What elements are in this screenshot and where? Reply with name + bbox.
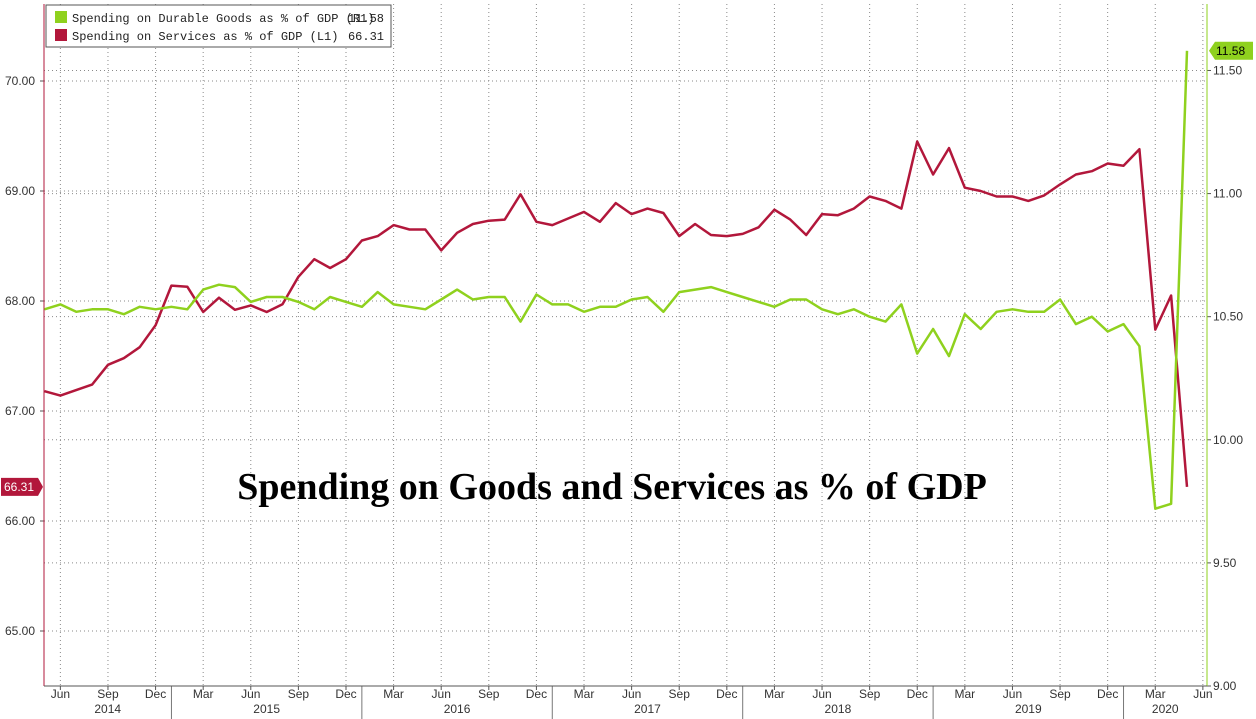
left-y-tick-label: 70.00 — [5, 74, 35, 88]
last-value-tags: 11.58 66.31 — [1, 41, 1253, 496]
x-tick-label: Sep — [97, 687, 119, 701]
last-value-text-durable-goods: 11.58 — [1216, 44, 1245, 58]
year-label: 2017 — [634, 702, 661, 716]
grid — [44, 4, 1207, 687]
last-value-text-services: 66.31 — [4, 480, 34, 494]
year-label: 2014 — [94, 702, 121, 716]
x-tick-label: Dec — [716, 687, 737, 701]
x-tick-label: Dec — [1097, 687, 1118, 701]
right-y-tick-label: 11.50 — [1213, 63, 1242, 77]
x-tick-label: Dec — [907, 687, 928, 701]
x-tick-label: Jun — [241, 687, 260, 701]
x-tick-label: Mar — [574, 687, 595, 701]
year-label: 2018 — [825, 702, 852, 716]
legend-label-durable-goods: Spending on Durable Goods as % of GDP (R… — [72, 12, 374, 26]
right-y-tick-label: 10.50 — [1213, 310, 1243, 324]
right-y-tick-label: 9.50 — [1213, 556, 1237, 570]
x-tick-label: Mar — [193, 687, 214, 701]
legend-value-services: 66.31 — [348, 30, 384, 44]
x-tick-label: Sep — [859, 687, 881, 701]
year-label: 2016 — [444, 702, 471, 716]
year-label: 2020 — [1152, 702, 1179, 716]
x-tick-label: Jun — [51, 687, 70, 701]
left-y-tick-label: 65.00 — [5, 624, 35, 638]
x-tick-label: Mar — [1145, 687, 1166, 701]
legend-label-services: Spending on Services as % of GDP (L1) — [72, 30, 338, 44]
x-tick-label: Sep — [288, 687, 310, 701]
x-tick-label: Jun — [1003, 687, 1022, 701]
legend-box — [45, 4, 392, 48]
last-value-tag-durable-goods — [1209, 41, 1253, 60]
left-y-tick-label: 67.00 — [5, 404, 35, 418]
year-label: 2015 — [253, 702, 280, 716]
axes: Jun Sep Dec Mar Jun Sep Dec Mar Jun Sep Dec Mar Jun S… — [5, 4, 1243, 719]
series-line-services — [44, 140, 1189, 488]
x-tick-label: Dec — [145, 687, 166, 701]
right-y-tick-label: 10.00 — [1213, 433, 1243, 447]
x-tick-label: Jun — [622, 687, 641, 701]
x-tick-label: Jun — [432, 687, 451, 701]
chart-title: Spending on Goods and Services as % of G… — [237, 466, 987, 508]
x-tick-label: Mar — [383, 687, 404, 701]
right-y-tick-label: 9.00 — [1213, 679, 1237, 693]
x-tick-label: Dec — [526, 687, 547, 701]
x-tick-label: Sep — [669, 687, 691, 701]
x-tick-label: Sep — [1049, 687, 1071, 701]
x-tick-label: Sep — [478, 687, 500, 701]
x-tick-label: Dec — [335, 687, 356, 701]
legend: Spending on Durable Goods as % of GDP (R… — [45, 4, 392, 48]
legend-swatch-services — [55, 29, 67, 41]
left-y-tick-label: 69.00 — [5, 184, 35, 198]
x-tick-label: Jun — [1193, 687, 1212, 701]
year-label: 2019 — [1015, 702, 1042, 716]
legend-value-durable-goods: 11.58 — [348, 12, 384, 26]
left-y-tick-label: 68.00 — [5, 294, 35, 308]
left-y-tick-label: 66.00 — [5, 514, 35, 528]
x-tick-label: Mar — [955, 687, 976, 701]
series-line-durable-goods — [44, 50, 1189, 510]
x-tick-label: Mar — [764, 687, 785, 701]
right-y-tick-label: 11.00 — [1213, 187, 1242, 201]
series-lines — [44, 50, 1189, 510]
x-tick-label: Jun — [812, 687, 831, 701]
legend-swatch-durable-goods — [55, 11, 67, 23]
last-value-tag-services — [1, 477, 43, 496]
